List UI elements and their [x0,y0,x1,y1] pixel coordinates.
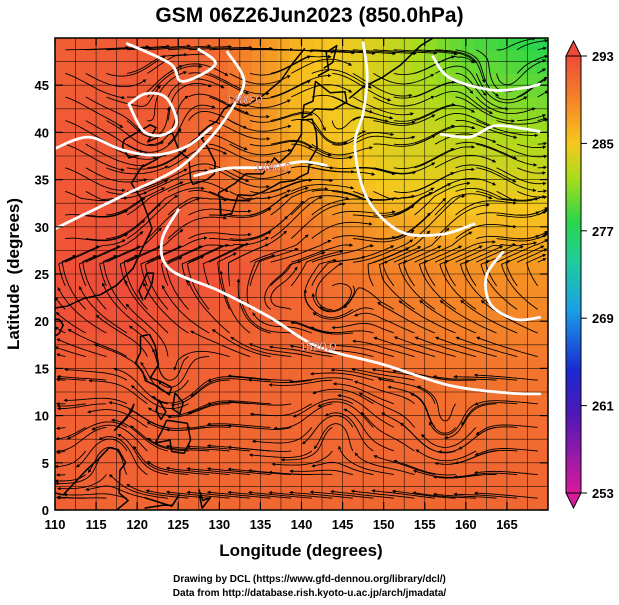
contour-label-2: 1480.0 [254,160,291,174]
colorbar-bottom-triangle [565,492,582,510]
x-tick-label: 160 [455,517,477,532]
y-tick-label: 30 [35,220,49,235]
y-tick-label: 5 [42,456,49,471]
credit-data: Data from http://database.rish.kyoto-u.a… [172,588,447,599]
contour-line-4 [353,41,476,238]
colorbar-tick-label: 253 [592,486,614,501]
x-tick-label: 135 [250,517,272,532]
chart-title: GSM 06Z26Jun2023 (850.0hPa) [155,4,464,27]
axis-ticks: 110 115 120 125 130 135 140 145 150 155 160 165 0 5 10… [35,38,548,532]
contour-line-2 [193,160,328,178]
contour-line-7 [439,124,542,139]
x-tick-label: 155 [414,517,436,532]
x-tick-label: 120 [126,517,148,532]
colorbar-tick-label: 277 [592,224,614,239]
colorbar-tick-label: 285 [592,136,614,151]
x-tick-label: 140 [291,517,313,532]
contour-line-6 [484,250,542,322]
y-tick-label: 15 [35,361,49,376]
x-tick-label: 150 [373,517,395,532]
y-tick-label: 35 [35,173,49,188]
credit-drawing: Drawing by DCL (https://www.gfd-dennou.o… [173,574,446,585]
colorbar-ramp [565,55,582,494]
y-tick-label: 40 [35,125,49,140]
grid-lines [55,38,548,510]
x-tick-label: 125 [167,517,189,532]
x-tick-label: 130 [208,517,230,532]
x-tick-label: 145 [332,517,354,532]
contour-line-5 [431,55,542,92]
x-axis-label: Longitude (degrees) [219,541,382,560]
x-tick-label: 165 [496,517,518,532]
colorbar-tick-label: 261 [592,399,614,414]
contour-line-8 [125,42,217,83]
plot-area [55,38,548,510]
contour-labels: 1520.0 1480.0 1480.0 [225,92,337,354]
y-tick-label: 0 [42,503,49,518]
contour-label-0: 1520.0 [300,340,337,354]
contour-label-1: 1480.0 [226,92,263,106]
colorbar-top-triangle [565,39,582,57]
y-tick-label: 10 [35,409,49,424]
contour-line-1 [55,126,213,157]
contour-line-0 [55,50,246,231]
wind-streamlines [55,38,548,500]
y-tick-label: 25 [35,267,49,282]
contour-line-9 [127,91,179,138]
contour-line-3 [159,208,542,396]
colorbar-ticks: 253 261 269 277 285 293 [581,49,614,501]
colorbar: 253 261 269 277 285 293 [565,39,614,510]
x-tick-label: 115 [86,517,107,532]
y-tick-label: 20 [35,314,49,329]
height-contours [55,41,542,396]
x-tick-label: 110 [45,517,66,532]
y-tick-label: 45 [35,78,49,93]
colorbar-tick-label: 293 [592,49,614,64]
colorbar-tick-label: 269 [592,311,614,326]
y-axis-label: Latitude (degrees) [4,198,23,350]
